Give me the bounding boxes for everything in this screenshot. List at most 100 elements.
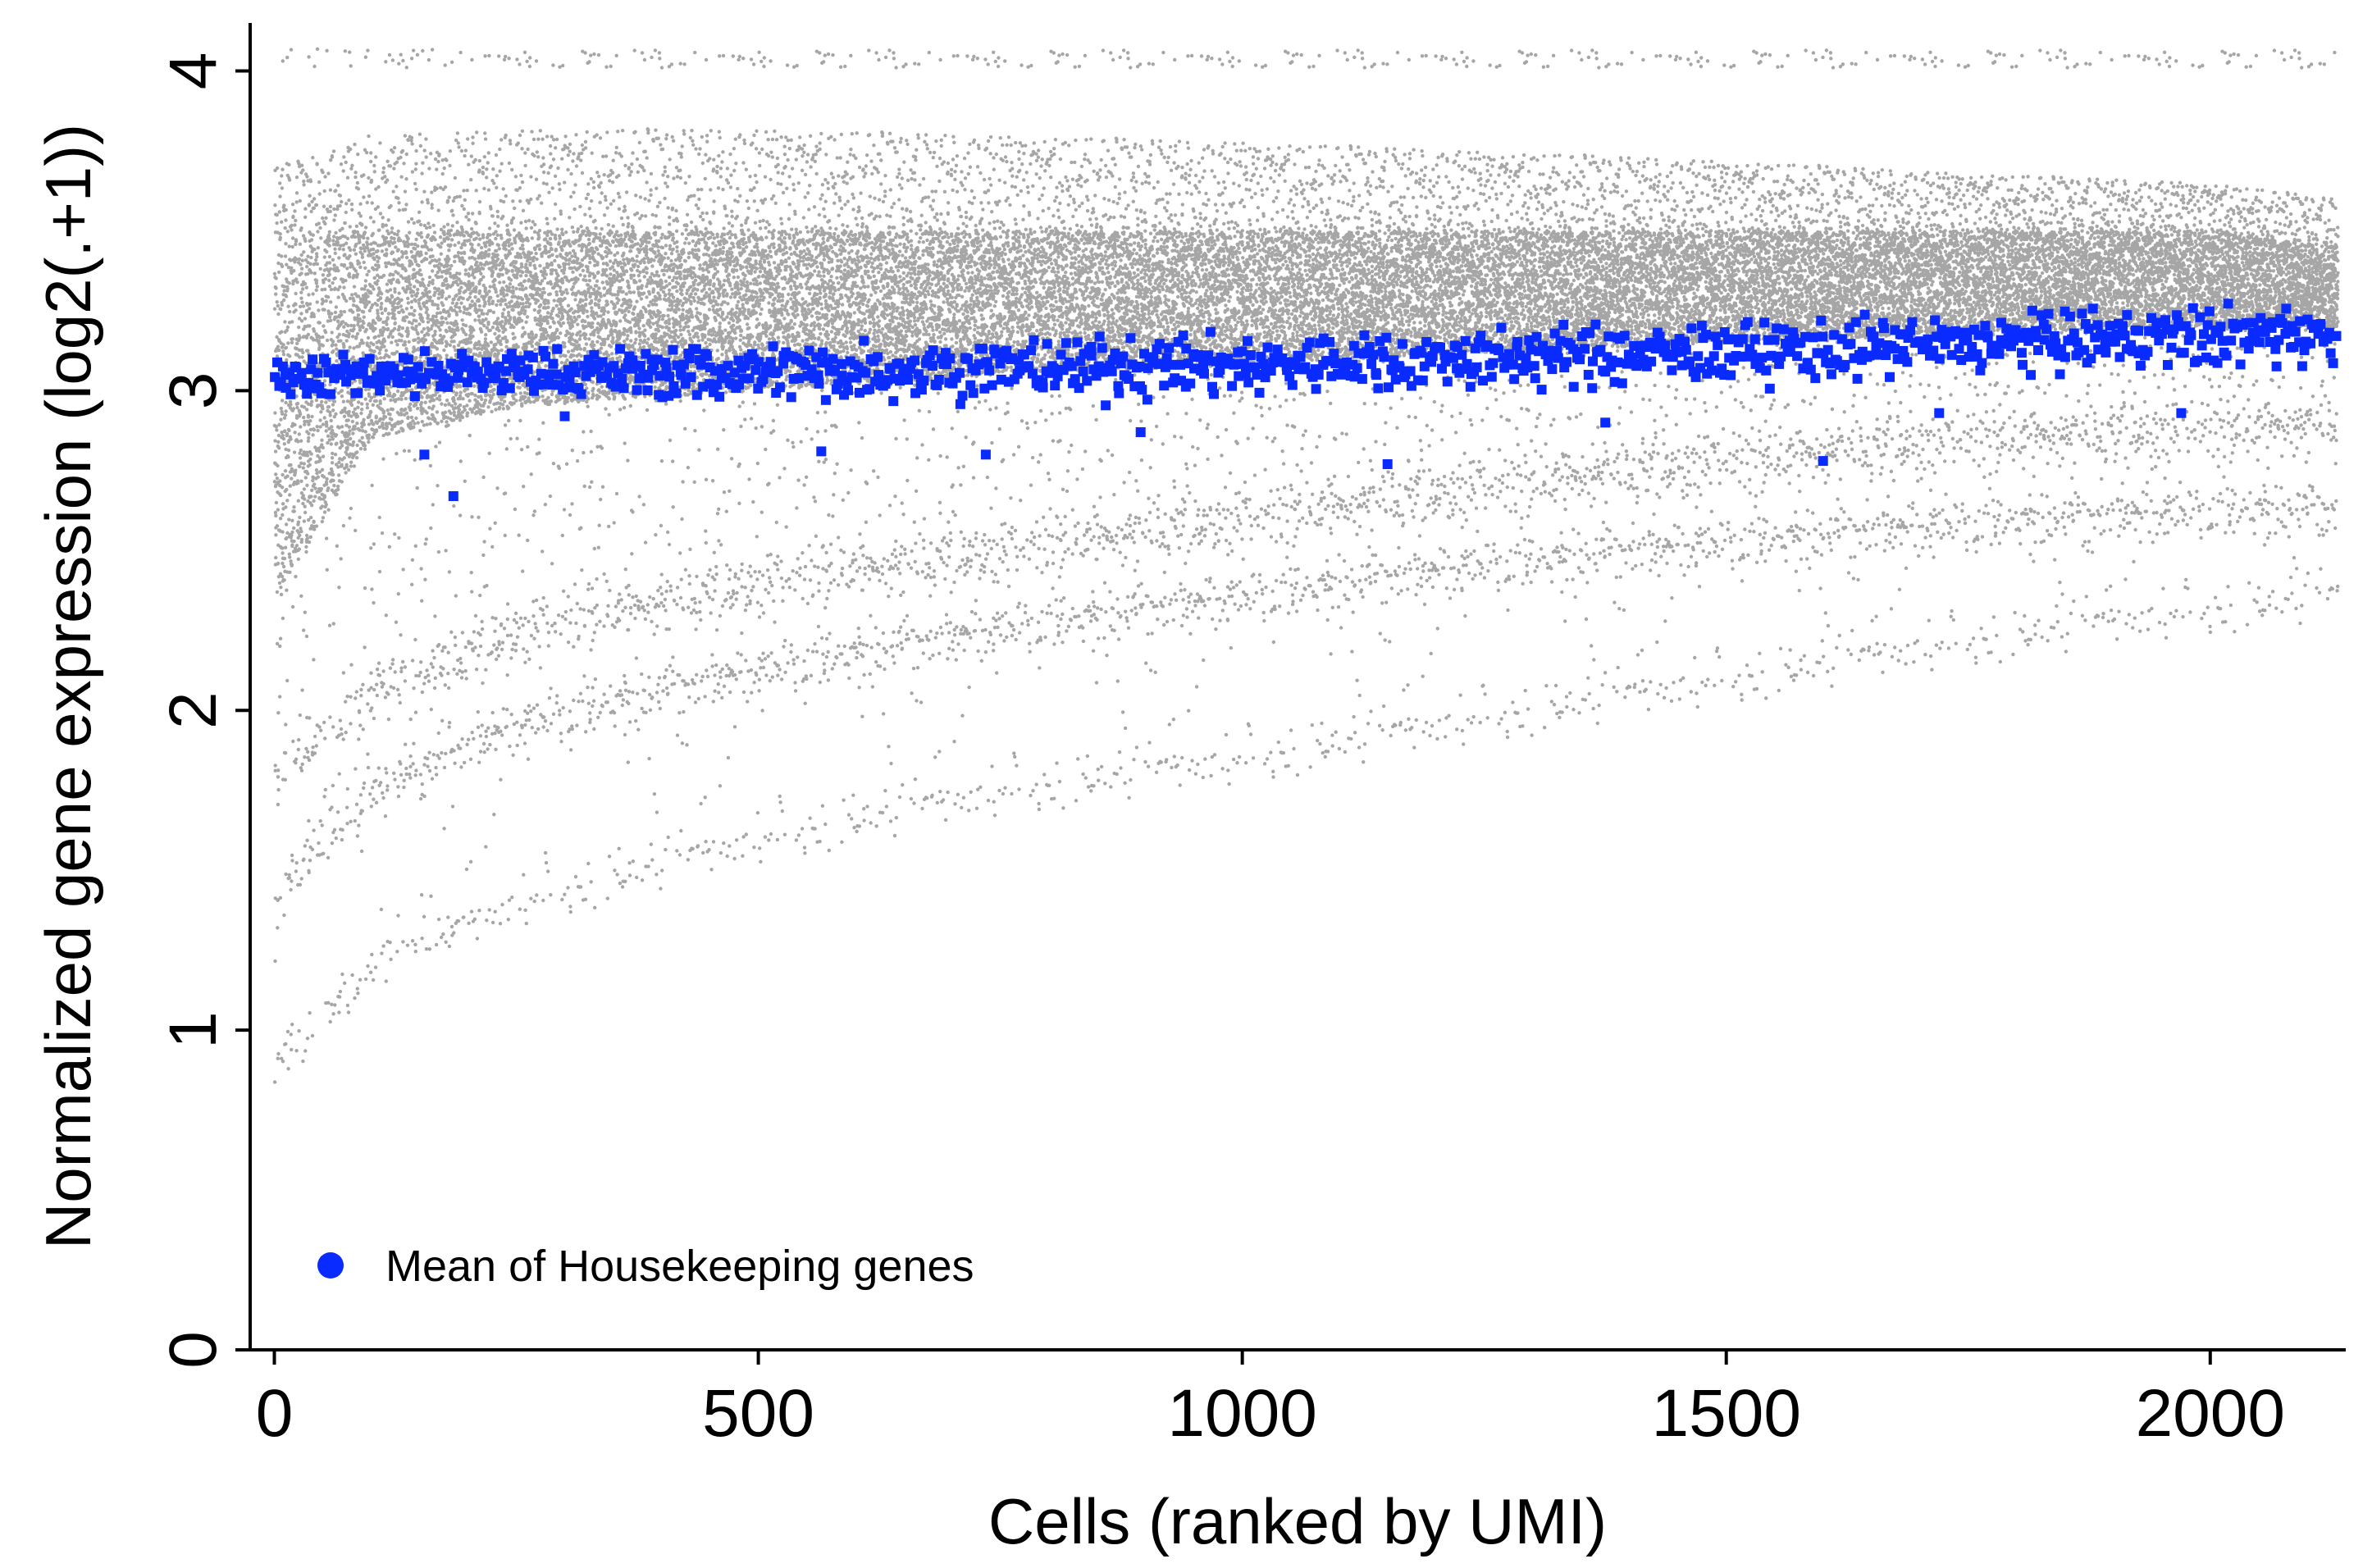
housekeeping-mean-point (1530, 373, 1540, 384)
housekeeping-mean-point (1962, 332, 1973, 343)
housekeeping-mean-point (2223, 299, 2233, 309)
housekeeping-mean-point (1778, 324, 1789, 335)
housekeeping-mean-point (1364, 342, 1375, 352)
housekeeping-mean-point (1082, 376, 1092, 386)
housekeeping-mean-point (504, 383, 515, 394)
housekeeping-mean-point (1462, 358, 1472, 369)
housekeeping-mean-point (2031, 332, 2041, 343)
housekeeping-mean-point (1256, 351, 1266, 362)
housekeeping-mean-point (778, 358, 789, 369)
housekeeping-mean-point (419, 449, 430, 460)
housekeeping-mean-point (548, 358, 559, 369)
housekeeping-mean-point (1680, 336, 1690, 347)
housekeeping-mean-point (1262, 342, 1273, 353)
housekeeping-mean-point (2023, 335, 2034, 346)
housekeeping-mean-point (2083, 323, 2094, 334)
housekeeping-mean-point (643, 372, 654, 383)
housekeeping-mean-point (1521, 353, 1531, 363)
housekeeping-mean-point (740, 360, 750, 371)
housekeeping-mean-point (1590, 319, 1601, 330)
housekeeping-mean-point (2277, 317, 2288, 328)
x-tick-label: 0 (256, 1376, 294, 1451)
housekeeping-mean-point (928, 345, 938, 356)
housekeeping-mean-point (1237, 346, 1248, 357)
housekeeping-mean-point (1471, 362, 1482, 372)
housekeeping-mean-point (490, 371, 501, 381)
housekeeping-mean-point (2254, 337, 2265, 348)
housekeeping-mean-point (1686, 323, 1697, 334)
housekeeping-mean-point (325, 389, 335, 399)
housekeeping-mean-point (2163, 360, 2173, 370)
housekeeping-mean-point (828, 353, 838, 364)
housekeeping-mean-point (1230, 359, 1241, 370)
housekeeping-mean-point (433, 361, 444, 371)
housekeeping-mean-point (691, 390, 702, 400)
housekeeping-mean-point (1749, 334, 1760, 344)
x-tick-label: 500 (702, 1376, 814, 1451)
housekeeping-mean-point (2087, 303, 2098, 314)
housekeeping-mean-point (2135, 360, 2146, 371)
housekeeping-mean-point (1524, 335, 1535, 345)
housekeeping-mean-point (2022, 328, 2032, 339)
housekeeping-mean-point (1381, 332, 1392, 343)
housekeeping-mean-point (1617, 378, 1627, 389)
housekeeping-mean-point (2142, 347, 2153, 358)
housekeeping-mean-point (1805, 364, 1816, 375)
housekeeping-mean-point (671, 388, 682, 399)
housekeeping-mean-point (1930, 315, 1941, 326)
housekeeping-mean-point (2111, 329, 2122, 340)
y-tick-label: 4 (156, 52, 230, 90)
housekeeping-mean-point (1435, 342, 1445, 353)
housekeeping-mean-point (1110, 348, 1120, 358)
housekeeping-mean-point (1600, 417, 1611, 428)
housekeeping-mean-point (1061, 338, 1071, 349)
housekeeping-mean-point (977, 344, 988, 354)
housekeeping-mean-point (1879, 323, 1889, 334)
housekeeping-mean-point (615, 344, 626, 354)
housekeeping-mean-point (754, 357, 764, 367)
housekeeping-mean-point (1850, 317, 1861, 327)
housekeeping-mean-point (2217, 335, 2228, 346)
housekeeping-mean-point (1575, 354, 1585, 365)
housekeeping-mean-point (2204, 306, 2215, 317)
housekeeping-mean-point (1205, 326, 1216, 337)
housekeeping-mean-point (860, 367, 871, 378)
housekeeping-mean-point (982, 357, 992, 367)
housekeeping-mean-point (1106, 366, 1117, 376)
housekeeping-mean-point (2055, 369, 2065, 380)
housekeeping-mean-point (2060, 352, 2070, 362)
housekeeping-mean-point (1693, 351, 1704, 362)
housekeeping-mean-point (2315, 319, 2326, 329)
housekeeping-mean-point (2226, 335, 2237, 346)
housekeeping-mean-point (1496, 322, 1507, 333)
housekeeping-mean-point (1562, 357, 1572, 367)
housekeeping-mean-point (1460, 335, 1471, 346)
housekeeping-mean-point (855, 387, 864, 398)
housekeeping-mean-point (462, 377, 472, 388)
housekeeping-mean-point (1024, 361, 1034, 371)
housekeeping-mean-point (1531, 331, 1542, 342)
housekeeping-mean-point (1609, 376, 1620, 387)
housekeeping-mean-point (589, 349, 600, 360)
housekeeping-mean-point (1074, 383, 1084, 394)
housekeeping-mean-point (1874, 338, 1885, 349)
housekeeping-mean-point (358, 366, 368, 376)
housekeeping-mean-point (2027, 305, 2037, 316)
housekeeping-mean-point (963, 353, 974, 364)
housekeeping-mean-point (1325, 336, 1334, 347)
housekeeping-mean-point (2105, 321, 2115, 331)
housekeeping-mean-point (1696, 321, 1707, 331)
housekeeping-mean-point (1504, 351, 1515, 362)
housekeeping-mean-point (496, 385, 507, 396)
housekeeping-mean-point (2192, 355, 2202, 366)
housekeeping-mean-point (1603, 331, 1614, 342)
housekeeping-mean-point (1142, 394, 1152, 405)
housekeeping-mean-point (744, 373, 755, 384)
y-tick-label: 3 (156, 372, 230, 410)
housekeeping-mean-point (1313, 369, 1324, 380)
housekeeping-mean-point (1042, 339, 1052, 349)
housekeeping-mean-points (270, 299, 2342, 501)
housekeeping-mean-point (2077, 308, 2087, 319)
housekeeping-mean-point (661, 362, 672, 373)
housekeeping-mean-point (1585, 328, 1595, 339)
